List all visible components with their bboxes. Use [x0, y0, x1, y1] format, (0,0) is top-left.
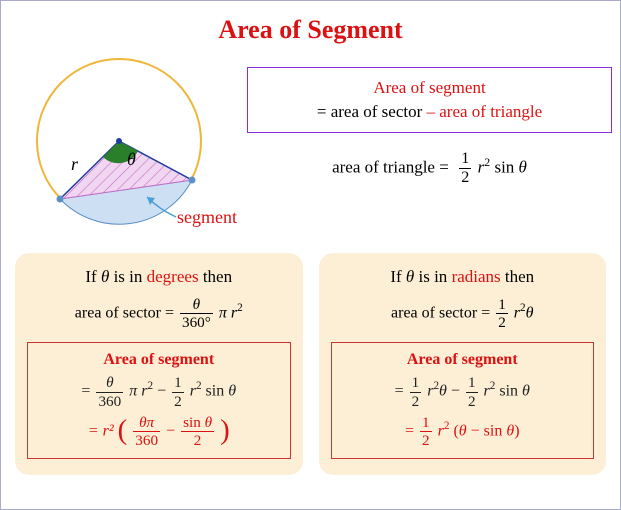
rad-unit: radians: [452, 267, 501, 286]
deg-result-line1: = θ360 π r2 − 12 r2 sin θ: [38, 375, 280, 408]
infographic-container: Area of Segment: [0, 0, 621, 510]
radians-panel: If θ is in radians then area of sector =…: [319, 253, 607, 475]
radians-result-box: Area of segment = 12 r2θ − 12 r2 sin θ =…: [331, 342, 595, 459]
d-l1-a: θ: [96, 375, 123, 392]
radians-sector-formula: area of sector = 12 r2θ: [331, 297, 595, 330]
circle-diagram: r θ segment: [9, 49, 239, 249]
d-l2-f2d: 2: [181, 432, 214, 448]
d-l2-f1n: θπ: [133, 415, 160, 432]
r-s-den: 2: [496, 314, 508, 330]
d-l2-pre: = r²: [88, 422, 114, 439]
d-l2-f1d: 360: [133, 432, 160, 448]
deg-intro-c: then: [199, 267, 233, 286]
d-l2-f2n: sin θ: [181, 415, 214, 432]
r-l2-n: 1: [420, 415, 432, 432]
rad-result-line1: = 12 r2θ − 12 r2 sin θ: [342, 375, 584, 408]
deg-result-line2: = r² ( θπ360 − sin θ2 ): [38, 415, 280, 448]
rad-result-header: Area of segment: [342, 351, 584, 369]
deg-intro-a: If: [85, 267, 101, 286]
rad-intro-b: is in: [414, 267, 451, 286]
d-l1-b: 360: [96, 393, 123, 409]
r-s-num: 1: [496, 297, 508, 314]
rad-result-line2: = 12 r2 (θ − sin θ): [342, 415, 584, 448]
deg-unit: degrees: [147, 267, 199, 286]
rad-intro-c: then: [501, 267, 535, 286]
radians-intro: If θ is in radians then: [331, 267, 595, 287]
r-l1-b: 2: [410, 393, 422, 409]
deg-intro-b: is in: [109, 267, 146, 286]
deg-result-header: Area of segment: [38, 351, 280, 369]
wordbox-line2a: = area of sector: [317, 102, 427, 121]
d-l1-e: 2: [172, 393, 184, 409]
degrees-sector-formula: area of sector = θ360° π r2: [27, 297, 291, 330]
d-l2-minus: −: [166, 422, 179, 439]
top-right: Area of segment = area of sector – area …: [247, 49, 612, 186]
deg-frac-num: θ: [180, 297, 213, 314]
theta-label: θ: [127, 149, 136, 170]
top-row: r θ segment Area of segment = area of se…: [9, 49, 612, 249]
degrees-panel: If θ is in degrees then area of sector =…: [15, 253, 303, 475]
r-l1-a: 1: [410, 375, 422, 392]
triangle-label: area of triangle =: [332, 157, 449, 176]
r-l1-d: 1: [466, 375, 478, 392]
radius-label: r: [71, 154, 78, 175]
deg-sector-label: area of sector =: [75, 304, 178, 321]
deg-frac-den: 360°: [180, 314, 213, 330]
page-title: Area of Segment: [9, 15, 612, 45]
segment-label: segment: [177, 207, 237, 228]
triangle-area-formula: area of triangle = 12 r2 sin θ: [247, 151, 612, 186]
degrees-result-box: Area of segment = θ360 π r2 − 12 r2 sin …: [27, 342, 291, 459]
d-l1-d: 1: [172, 375, 184, 392]
rad-intro-a: If: [390, 267, 406, 286]
word-equation-box: Area of segment = area of sector – area …: [247, 67, 612, 133]
r-l1-e: 2: [466, 393, 478, 409]
r-l2-d: 2: [420, 432, 432, 448]
degrees-intro: If θ is in degrees then: [27, 267, 291, 287]
wordbox-line1: Area of segment: [373, 78, 485, 97]
wordbox-line2b: – area of triangle: [427, 102, 543, 121]
rad-sector-label: area of sector =: [391, 304, 494, 321]
bottom-row: If θ is in degrees then area of sector =…: [9, 253, 612, 475]
